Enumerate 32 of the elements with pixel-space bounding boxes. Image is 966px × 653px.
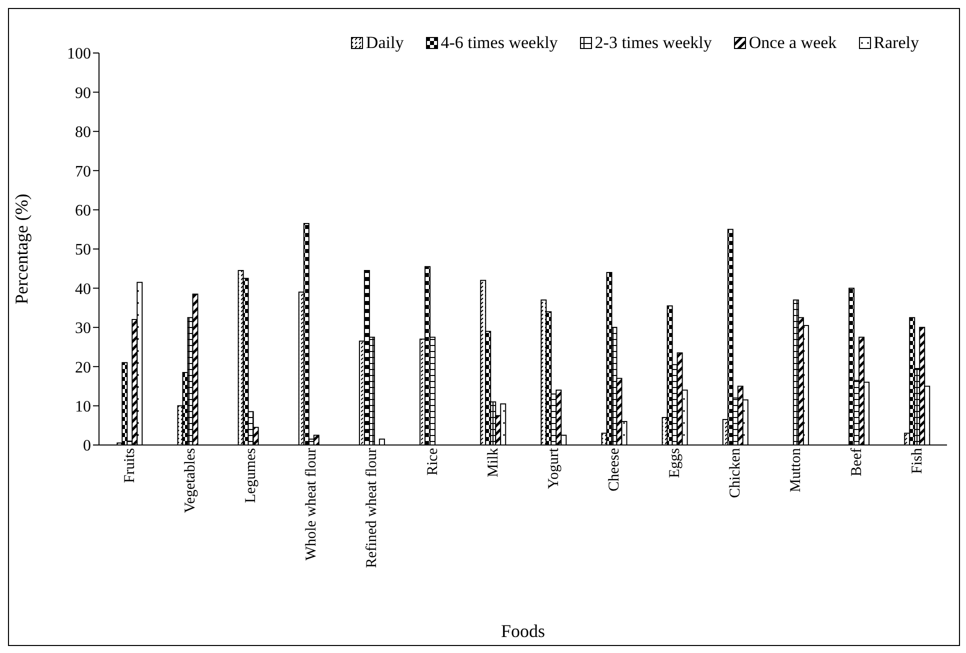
x-tick-label: Yogurt <box>546 447 562 489</box>
y-tick-label: 40 <box>75 280 91 298</box>
legend-label: Daily <box>364 33 404 53</box>
x-axis-title: Foods <box>500 621 546 641</box>
legend-label: Rarely <box>872 33 919 53</box>
y-tick-label: 60 <box>75 202 91 220</box>
x-tick-label: Refined wheat flour <box>364 448 380 568</box>
x-tick-label: Rice <box>424 448 441 476</box>
x-tick-label: Vegetables <box>182 448 199 513</box>
legend-label: 4-6 times weekly <box>440 33 558 53</box>
y-tick-label: 70 <box>75 163 91 180</box>
y-tick-label: 30 <box>75 320 91 338</box>
x-tick-label: Milk <box>485 448 502 478</box>
x-tick-label: Cheese <box>606 448 623 492</box>
x-tick-label: Chicken <box>728 448 744 498</box>
x-tick-label: Mutton <box>788 448 804 492</box>
x-tick-label: Legumes <box>243 448 260 503</box>
y-tick-label: 50 <box>75 242 91 259</box>
y-tick-label: 0 <box>83 438 91 455</box>
y-axis-title: Percentage (%) <box>11 194 32 304</box>
y-tick-label: 80 <box>75 124 91 142</box>
y-tick-label: 90 <box>75 84 91 102</box>
x-tick-label: Fish <box>909 448 926 474</box>
y-tick-label: 10 <box>75 398 91 416</box>
x-tick-label: Beef <box>848 448 865 476</box>
x-tick-label: Eggs <box>667 448 684 478</box>
y-tick-label: 100 <box>67 46 91 63</box>
x-tick-label: Fruits <box>122 448 138 484</box>
y-tick-label: 20 <box>75 359 91 376</box>
legend-label: 2-3 times weekly <box>594 33 712 53</box>
x-tick-label: Whole wheat flour <box>304 448 320 560</box>
legend-label: Once a week <box>748 33 837 53</box>
